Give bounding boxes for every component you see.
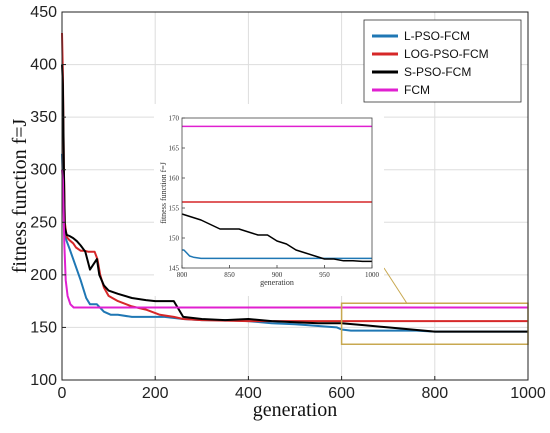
legend-item: LOG-PSO-FCM <box>372 47 489 61</box>
inset-x-tick-label: 1000 <box>365 271 380 279</box>
x-axis-title: generation <box>253 399 337 421</box>
inset-y-axis-title: fitness function f=J <box>159 162 168 224</box>
inset-y-tick-label: 160 <box>169 175 180 183</box>
y-tick-label: 250 <box>30 214 57 231</box>
legend-item: L-PSO-FCM <box>372 29 470 43</box>
inset-plot: 800 850 900 950 1000 145 150 155 160 165 170 gener… <box>154 104 384 296</box>
inset-x-tick-label: 850 <box>224 271 235 279</box>
inset-x-tick-label: 800 <box>177 271 188 279</box>
y-tick-label: 350 <box>30 109 57 126</box>
main-series <box>61 32 528 333</box>
y-tick-label: 400 <box>30 57 57 74</box>
inset-series-line <box>182 249 372 260</box>
zoom-leader-line <box>383 267 408 304</box>
legend-box <box>363 19 522 103</box>
main-plot-frame <box>61 11 529 381</box>
legend-label: L-PSO-FCM <box>404 29 470 43</box>
y-tick-label: 200 <box>30 267 57 284</box>
x-tick-label: 200 <box>142 385 169 402</box>
inset-y-tick-label: 165 <box>169 145 180 153</box>
legend-label: LOG-PSO-FCM <box>404 47 489 61</box>
main-ticks: 0 200 400 600 800 1000 100 150 200 250 300 350 400 45… <box>30 4 546 402</box>
series-line-l-pso-fcm <box>61 153 528 333</box>
inset-y-tick-label: 155 <box>169 205 180 213</box>
legend-item: FCM <box>372 83 430 97</box>
series-line-s-pso-fcm <box>61 64 528 333</box>
series-line-log-pso-fcm <box>61 32 528 323</box>
x-tick-label: 400 <box>235 385 262 402</box>
y-tick-label: 300 <box>30 162 57 179</box>
y-tick-label: 150 <box>30 319 57 336</box>
y-tick-label: 450 <box>30 4 57 21</box>
inset-series-line <box>181 213 372 263</box>
inset-y-tick-label: 170 <box>169 115 180 123</box>
inset-ticks: 800 850 900 950 1000 145 150 155 160 165 170 <box>169 115 380 280</box>
inset-x-tick-label: 900 <box>272 271 283 279</box>
inset-x-axis-title: generation <box>260 278 294 287</box>
x-tick-label: 0 <box>58 385 67 402</box>
inset-x-tick-label: 950 <box>319 271 330 279</box>
inset-series <box>181 125 372 263</box>
inset-y-tick-label: 150 <box>169 235 180 243</box>
x-tick-label: 600 <box>328 385 355 402</box>
x-tick-label: 800 <box>421 385 448 402</box>
x-tick-label: 1000 <box>510 385 546 402</box>
legend: L-PSO-FCM LOG-PSO-FCM S-PSO-FCM FCM <box>363 19 522 103</box>
y-tick-label: 100 <box>30 372 57 389</box>
series-line-fcm <box>61 169 528 309</box>
legend-item: S-PSO-FCM <box>372 65 471 79</box>
legend-label: S-PSO-FCM <box>404 65 471 79</box>
inset-plot-area <box>182 118 372 268</box>
y-axis-title: fitness function f=J <box>9 118 31 273</box>
inset-y-tick-label: 145 <box>169 265 180 273</box>
legend-label: FCM <box>404 83 430 97</box>
